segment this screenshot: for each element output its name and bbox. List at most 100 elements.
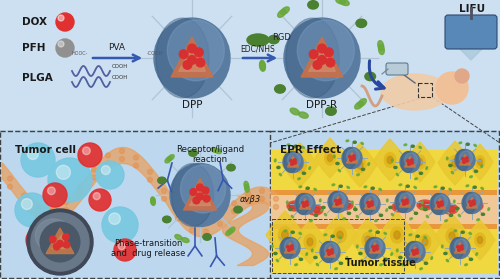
Polygon shape bbox=[465, 220, 495, 260]
Ellipse shape bbox=[170, 163, 230, 227]
Circle shape bbox=[290, 163, 294, 165]
Circle shape bbox=[290, 245, 293, 247]
Circle shape bbox=[15, 193, 49, 227]
Ellipse shape bbox=[362, 232, 374, 248]
Circle shape bbox=[50, 236, 56, 243]
Circle shape bbox=[62, 234, 69, 240]
Ellipse shape bbox=[343, 148, 356, 169]
Ellipse shape bbox=[324, 234, 327, 236]
Ellipse shape bbox=[162, 216, 171, 223]
Ellipse shape bbox=[295, 194, 315, 215]
Ellipse shape bbox=[370, 239, 382, 253]
Ellipse shape bbox=[158, 177, 166, 184]
Ellipse shape bbox=[294, 145, 298, 147]
Text: Tumor tissue: Tumor tissue bbox=[344, 258, 416, 268]
Ellipse shape bbox=[469, 232, 472, 234]
Text: Tumor cell: Tumor cell bbox=[15, 145, 76, 155]
Ellipse shape bbox=[278, 227, 291, 243]
Circle shape bbox=[120, 148, 124, 153]
Circle shape bbox=[338, 201, 342, 204]
Ellipse shape bbox=[284, 239, 298, 253]
Ellipse shape bbox=[414, 178, 418, 180]
Ellipse shape bbox=[320, 199, 321, 202]
Ellipse shape bbox=[340, 0, 349, 6]
Ellipse shape bbox=[292, 215, 294, 218]
Ellipse shape bbox=[354, 207, 356, 210]
Ellipse shape bbox=[368, 163, 370, 165]
Circle shape bbox=[306, 201, 308, 203]
Circle shape bbox=[148, 177, 152, 182]
Circle shape bbox=[368, 205, 370, 207]
Polygon shape bbox=[282, 143, 318, 187]
Ellipse shape bbox=[339, 202, 351, 208]
Polygon shape bbox=[293, 220, 327, 264]
Ellipse shape bbox=[324, 243, 338, 257]
Circle shape bbox=[338, 199, 341, 201]
Ellipse shape bbox=[456, 209, 458, 211]
Ellipse shape bbox=[316, 263, 318, 266]
Ellipse shape bbox=[284, 18, 360, 98]
Ellipse shape bbox=[282, 231, 288, 239]
Circle shape bbox=[470, 204, 472, 206]
Circle shape bbox=[440, 203, 444, 206]
Ellipse shape bbox=[287, 201, 303, 211]
Circle shape bbox=[78, 192, 82, 197]
Circle shape bbox=[348, 155, 352, 158]
Circle shape bbox=[190, 220, 194, 225]
Ellipse shape bbox=[473, 186, 476, 188]
Text: LIFU: LIFU bbox=[459, 4, 485, 14]
Ellipse shape bbox=[286, 201, 288, 204]
Ellipse shape bbox=[476, 156, 484, 168]
Circle shape bbox=[36, 206, 41, 211]
Text: Phase-transition
and  drug release: Phase-transition and drug release bbox=[111, 239, 185, 258]
Ellipse shape bbox=[309, 167, 310, 169]
Ellipse shape bbox=[280, 237, 300, 259]
Ellipse shape bbox=[362, 203, 378, 213]
Circle shape bbox=[336, 201, 340, 204]
Ellipse shape bbox=[386, 199, 388, 202]
Ellipse shape bbox=[346, 140, 349, 142]
Circle shape bbox=[89, 189, 111, 211]
Circle shape bbox=[330, 251, 334, 254]
Circle shape bbox=[350, 157, 354, 160]
Ellipse shape bbox=[297, 161, 303, 169]
Ellipse shape bbox=[294, 157, 306, 173]
Circle shape bbox=[470, 202, 474, 205]
Ellipse shape bbox=[348, 212, 350, 215]
Ellipse shape bbox=[203, 234, 211, 240]
Circle shape bbox=[50, 216, 54, 221]
Ellipse shape bbox=[449, 232, 455, 240]
Ellipse shape bbox=[331, 235, 334, 237]
Circle shape bbox=[274, 196, 278, 201]
Ellipse shape bbox=[280, 174, 281, 176]
Polygon shape bbox=[454, 242, 466, 253]
Circle shape bbox=[31, 213, 89, 271]
Ellipse shape bbox=[399, 256, 402, 259]
Text: -COOH: -COOH bbox=[147, 51, 164, 56]
FancyBboxPatch shape bbox=[0, 131, 272, 278]
Circle shape bbox=[438, 205, 440, 207]
Circle shape bbox=[408, 161, 412, 164]
Circle shape bbox=[78, 184, 82, 189]
Ellipse shape bbox=[35, 219, 72, 252]
Ellipse shape bbox=[228, 227, 235, 233]
Ellipse shape bbox=[168, 20, 224, 81]
Ellipse shape bbox=[244, 181, 248, 189]
Polygon shape bbox=[435, 214, 469, 258]
Ellipse shape bbox=[454, 230, 457, 232]
Polygon shape bbox=[266, 211, 304, 259]
Ellipse shape bbox=[214, 148, 222, 154]
Ellipse shape bbox=[356, 174, 360, 175]
Circle shape bbox=[318, 56, 326, 64]
Ellipse shape bbox=[378, 41, 384, 50]
Circle shape bbox=[102, 166, 110, 175]
Ellipse shape bbox=[189, 150, 197, 156]
Ellipse shape bbox=[431, 257, 432, 259]
Text: COOH: COOH bbox=[112, 64, 128, 69]
Ellipse shape bbox=[268, 35, 279, 44]
Ellipse shape bbox=[426, 167, 428, 169]
Ellipse shape bbox=[401, 151, 414, 172]
Ellipse shape bbox=[346, 257, 348, 259]
Circle shape bbox=[352, 155, 355, 158]
Ellipse shape bbox=[444, 252, 447, 254]
